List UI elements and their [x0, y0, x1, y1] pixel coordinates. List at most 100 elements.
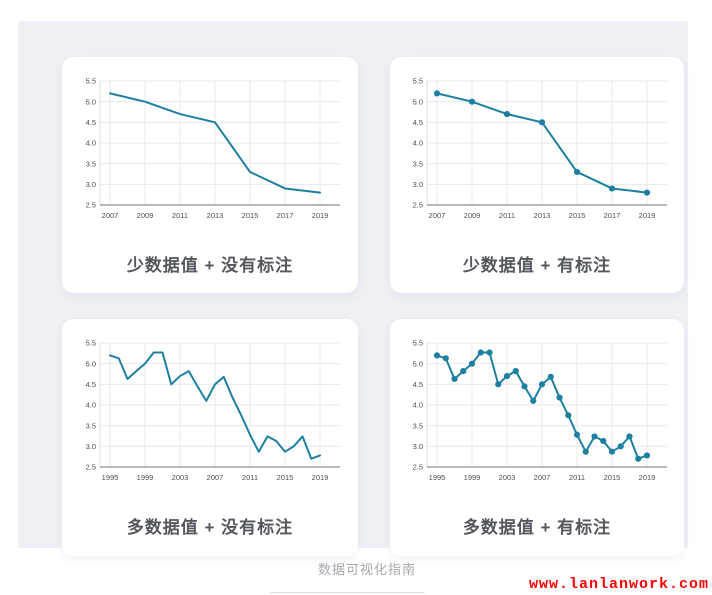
line-chart-svg: 2.5 3.0 3.5 4.0 4.5 5.0 5.5 2007 2009 2011 2013 201…	[86, 77, 340, 220]
line-chart-svg: 2.5 3.0 3.5 4.0 4.5 5.0 5.5 1995 1999 2003 2007 201…	[86, 339, 340, 482]
data-point	[503, 110, 511, 118]
data-point	[635, 455, 642, 462]
data-point	[600, 437, 607, 445]
y-tick-label: 4.5	[413, 380, 423, 389]
footer-caption: 数据可视化指南	[317, 562, 416, 577]
y-tick-label: 2.5	[86, 463, 96, 472]
x-tick-label: 1999	[464, 473, 481, 482]
x-tick-label: 2011	[242, 473, 258, 482]
line-chart-few-values-with-labels: 2.5 3.0 3.5 4.0 4.5 5.0 5.5 2007 2009 2011 2013 201…	[401, 73, 673, 227]
data-point	[477, 349, 484, 356]
chart-title: 少数据值 + 有标注	[462, 256, 612, 275]
y-tick-label: 3.5	[413, 421, 423, 430]
watermark-link[interactable]: www.lanlanwork.com	[528, 576, 709, 593]
data-point	[442, 355, 449, 362]
series-line	[109, 351, 321, 460]
x-tick-label: 1999	[137, 473, 154, 482]
y-tick-label: 3.0	[86, 442, 96, 451]
data-point	[573, 431, 581, 438]
x-tick-label: 2007	[102, 211, 119, 220]
data-point	[565, 412, 572, 419]
chart-title: 少数据值 + 没有标注	[126, 256, 294, 275]
x-tick-label: 2017	[604, 211, 621, 220]
data-point	[626, 433, 633, 440]
x-tick-label: 2015	[242, 211, 259, 220]
data-point	[433, 352, 441, 359]
y-tick-label: 5.5	[86, 339, 96, 348]
x-tick-label: 2015	[604, 473, 621, 482]
data-point	[608, 448, 616, 455]
data-point	[521, 383, 528, 390]
data-point	[468, 98, 476, 105]
x-tick-label: 1995	[429, 473, 446, 482]
y-tick-label: 4.0	[413, 401, 423, 410]
y-tick-label: 3.5	[413, 159, 423, 168]
y-tick-label: 2.5	[86, 201, 96, 210]
y-tick-label: 3.5	[86, 159, 96, 168]
data-point	[451, 375, 458, 383]
y-tick-label: 2.5	[413, 463, 423, 472]
data-point	[617, 443, 624, 450]
x-tick-label: 2007	[429, 211, 446, 220]
line-chart-many-values-no-labels: 2.5 3.0 3.5 4.0 4.5 5.0 5.5 1995 1999 2003 2007 201…	[74, 335, 346, 489]
data-point	[591, 433, 598, 440]
x-tick-label: 2013	[534, 211, 551, 220]
x-tick-label: 2017	[277, 211, 294, 220]
data-point	[643, 189, 651, 196]
x-tick-label: 2011	[499, 211, 515, 220]
x-tick-label: 2019	[312, 473, 329, 482]
line-chart-svg: 2.5 3.0 3.5 4.0 4.5 5.0 5.5 2007 2009 2011 2013 201…	[413, 77, 667, 220]
x-tick-label: 1995	[102, 473, 119, 482]
footer-divider	[270, 592, 425, 593]
y-tick-label: 5.5	[86, 77, 96, 86]
data-point	[538, 119, 546, 126]
data-point	[582, 448, 589, 455]
line-chart-svg: 2.5 3.0 3.5 4.0 4.5 5.0 5.5 1995 1999 2003 2007 201…	[413, 339, 667, 482]
data-point	[556, 394, 563, 401]
content-panel: 2.5 3.0 3.5 4.0 4.5 5.0 5.5 2007 2009 2011 2013 201…	[18, 21, 688, 556]
y-tick-label: 4.0	[86, 139, 96, 148]
data-point	[643, 452, 651, 459]
chart-card-many-values-no-labels: 2.5 3.0 3.5 4.0 4.5 5.0 5.5 1995 1999 2003 2007 201…	[62, 319, 358, 556]
x-tick-label: 2007	[534, 473, 551, 482]
y-tick-label: 2.5	[413, 201, 423, 210]
y-tick-label: 4.5	[413, 118, 423, 127]
x-tick-label: 2009	[464, 211, 481, 220]
y-tick-label: 5.0	[86, 359, 96, 368]
data-point	[573, 168, 581, 176]
series-line	[109, 92, 321, 194]
x-tick-label: 2013	[207, 211, 224, 220]
data-point	[512, 368, 519, 375]
x-tick-label: 2015	[277, 473, 294, 482]
y-tick-label: 5.5	[413, 77, 423, 86]
y-tick-label: 5.0	[413, 97, 423, 106]
chart-title: 多数据值 + 没有标注	[126, 518, 294, 537]
chart-card-many-values-with-labels: 2.5 3.0 3.5 4.0 4.5 5.0 5.5 1995 1999 2003 2007 201…	[390, 319, 684, 556]
y-tick-label: 5.0	[413, 359, 423, 368]
x-tick-label: 2019	[639, 473, 656, 482]
y-tick-label: 3.5	[86, 421, 96, 430]
data-point	[530, 397, 537, 404]
chart-card-few-values-with-labels: 2.5 3.0 3.5 4.0 4.5 5.0 5.5 2007 2009 2011 2013 201…	[390, 57, 684, 293]
x-tick-label: 2009	[137, 211, 154, 220]
data-point	[538, 381, 546, 388]
y-tick-label: 4.0	[86, 401, 96, 410]
x-tick-label: 2019	[639, 211, 656, 220]
chart-card-few-values-no-labels: 2.5 3.0 3.5 4.0 4.5 5.0 5.5 2007 2009 2011 2013 201…	[62, 57, 358, 293]
x-tick-label: 2007	[207, 473, 224, 482]
y-tick-label: 4.5	[86, 118, 96, 127]
chart-title: 多数据值 + 有标注	[462, 518, 612, 537]
x-tick-label: 2019	[312, 211, 329, 220]
data-point	[486, 349, 493, 356]
y-tick-label: 3.0	[413, 442, 423, 451]
x-tick-label: 2003	[172, 473, 189, 482]
y-tick-label: 4.0	[413, 139, 423, 148]
x-tick-label: 2015	[569, 211, 586, 220]
data-point	[608, 185, 616, 192]
x-tick-label: 2011	[569, 473, 585, 482]
data-point	[503, 372, 511, 380]
data-point	[433, 90, 441, 97]
y-tick-label: 4.5	[86, 380, 96, 389]
data-point	[495, 381, 502, 388]
line-chart-few-values-no-labels: 2.5 3.0 3.5 4.0 4.5 5.0 5.5 2007 2009 2011 2013 201…	[74, 73, 346, 227]
